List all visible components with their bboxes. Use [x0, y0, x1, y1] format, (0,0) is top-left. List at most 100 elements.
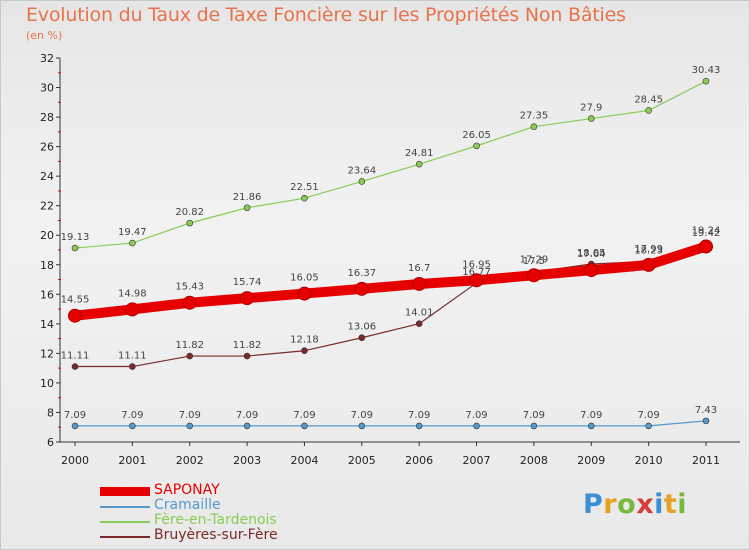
x-tick-label: 2008	[520, 454, 548, 467]
y-tick-label: 8	[47, 406, 54, 419]
x-tick-label: 2010	[635, 454, 663, 467]
data-label: 14.01	[405, 308, 434, 319]
y-tick-label: 6	[47, 436, 54, 449]
data-label: 7.43	[695, 405, 717, 416]
data-label: 17.64	[577, 249, 606, 260]
data-point	[186, 219, 194, 227]
x-tick-label: 2002	[176, 454, 204, 467]
data-point	[240, 291, 255, 306]
data-label: 16.37	[347, 268, 376, 279]
chart-data-labels: 7.09 7.09 7.09 7.09 7.09 7.09 7.09 7.09 7.09 7.09…	[61, 65, 721, 421]
x-tick-label: 2003	[233, 454, 261, 467]
data-point	[473, 422, 480, 430]
data-point	[530, 422, 538, 430]
data-label: 24.81	[405, 148, 434, 159]
data-label: 30.43	[692, 65, 721, 76]
data-label: 16.95	[462, 259, 491, 270]
data-point	[71, 244, 79, 252]
legend-swatch-bruyeres-sur-fere	[100, 536, 150, 538]
data-label: 7.09	[465, 410, 487, 421]
data-label: 7.09	[408, 410, 430, 421]
x-tick-label: 2004	[290, 454, 318, 467]
data-label: 26.05	[462, 130, 491, 141]
y-tick-label: 16	[40, 288, 54, 301]
data-label: 19.13	[61, 232, 90, 243]
logo-letter: P	[583, 489, 604, 520]
data-point	[301, 347, 308, 355]
y-tick-label: 26	[40, 141, 54, 154]
data-point	[186, 352, 194, 360]
series-line	[74, 80, 707, 249]
data-label: 27.35	[520, 111, 549, 122]
data-point	[415, 422, 423, 430]
logo-letter: i	[654, 489, 664, 520]
legend-label-cramaille: Cramaille	[154, 497, 221, 513]
x-tick-label: 2011	[692, 454, 720, 467]
data-label: 7.09	[638, 410, 660, 421]
data-label: 16.7	[408, 263, 430, 274]
proxiti-logo: Proxiti	[583, 489, 687, 520]
data-point	[71, 422, 79, 430]
data-label: 14.98	[118, 288, 147, 299]
data-point	[129, 363, 136, 370]
logo-letter: r	[603, 489, 618, 520]
data-point	[699, 239, 713, 254]
legend-label-fere-en-tardenois: Fère-en-Tardenois	[154, 512, 277, 528]
data-label: 14.55	[61, 295, 90, 306]
logo-letter: x	[636, 489, 655, 520]
data-point	[415, 320, 423, 327]
data-point	[71, 363, 79, 370]
data-label: 15.74	[233, 277, 262, 288]
x-tick-label: 2001	[118, 454, 146, 467]
legend-item-saponay: SAPONAY	[100, 482, 360, 500]
data-label: 19.47	[118, 227, 147, 238]
y-tick-label: 12	[40, 347, 54, 360]
series-line	[74, 420, 707, 427]
data-label: 11.11	[118, 351, 147, 362]
data-label: 23.64	[347, 165, 376, 176]
y-tick-label: 30	[40, 82, 54, 95]
x-tick-label: 2000	[61, 454, 89, 467]
data-point	[584, 263, 599, 278]
data-point	[243, 204, 251, 212]
data-label: 18.23	[634, 245, 663, 256]
data-point	[297, 286, 312, 301]
legend: SAPONAY Cramaille Fère-en-Tardenois Bruy…	[100, 482, 360, 545]
data-label: 7.09	[580, 410, 602, 421]
y-tick-label: 20	[40, 229, 54, 242]
data-point	[358, 422, 366, 430]
x-tick-label: 2005	[348, 454, 376, 467]
data-point	[645, 107, 652, 114]
legend-item-fere-en-tardenois: Fère-en-Tardenois	[100, 512, 360, 530]
data-point	[415, 160, 423, 168]
data-label: 7.09	[523, 410, 545, 421]
data-point	[186, 422, 194, 430]
data-point	[125, 302, 140, 317]
legend-label-bruyeres-sur-fere: Bruyères-sur-Fère	[154, 527, 278, 543]
x-tick-label: 2006	[405, 454, 433, 467]
data-point	[129, 422, 136, 430]
data-point	[645, 422, 652, 430]
chart-series	[68, 77, 713, 430]
series-line	[70, 241, 711, 321]
data-point	[526, 268, 541, 283]
y-tick-label: 10	[40, 377, 54, 390]
y-tick-label: 24	[40, 170, 54, 183]
data-label: 18.05	[577, 248, 606, 259]
x-tick-label: 2009	[577, 454, 605, 467]
data-label: 19.42	[692, 228, 721, 239]
data-point	[530, 123, 538, 130]
data-point	[243, 352, 251, 360]
data-label: 7.09	[351, 410, 373, 421]
logo-letter: t	[663, 489, 678, 520]
data-point	[354, 281, 369, 296]
data-label: 27.9	[580, 103, 602, 114]
data-label: 15.43	[175, 282, 204, 293]
data-point	[182, 295, 197, 310]
chart-subtitle: (en %)	[26, 29, 63, 42]
chart-title: Evolution du Taux de Taxe Foncière sur l…	[26, 4, 626, 26]
legend-label-saponay: SAPONAY	[154, 482, 220, 498]
data-label: 21.86	[233, 192, 262, 203]
data-label: 13.06	[347, 322, 376, 333]
